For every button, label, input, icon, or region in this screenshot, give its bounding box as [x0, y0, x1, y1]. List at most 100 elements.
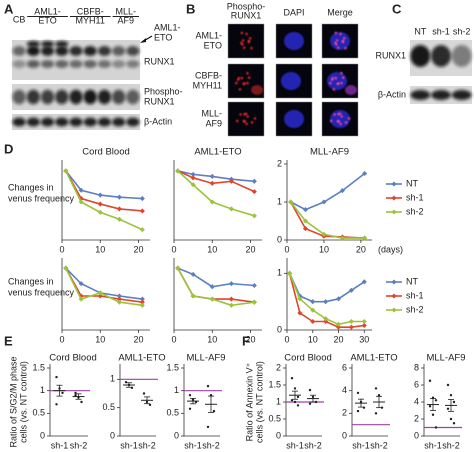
data-point	[428, 379, 432, 382]
lane-label: MYH11	[76, 15, 105, 25]
lane-label: AML1-	[34, 6, 61, 16]
axis	[173, 160, 262, 241]
data-point	[297, 296, 303, 302]
x-tick-label: sh-2	[138, 440, 156, 450]
blot-band	[40, 89, 55, 105]
x-tick-label: 10	[319, 244, 329, 254]
y-tick-label: 1	[277, 196, 282, 206]
y-tick-label: 2	[277, 158, 282, 168]
data-point	[188, 394, 192, 397]
series-line	[177, 267, 255, 288]
y-tick-label: 0	[276, 430, 281, 440]
data-point	[116, 299, 122, 305]
stain-dot	[336, 82, 339, 86]
y-tick-label: 1	[276, 396, 281, 406]
data-point	[139, 227, 145, 233]
blot-band	[55, 89, 69, 105]
stain-dot	[334, 77, 338, 80]
stain-dot	[244, 112, 248, 116]
data-point	[97, 209, 103, 215]
data-point	[293, 387, 297, 390]
band-label: RUNX1	[375, 50, 406, 60]
y-tick-label: 8	[414, 362, 419, 372]
data-point	[97, 192, 103, 198]
data-point	[335, 321, 342, 327]
row-label: MYH11	[193, 80, 222, 90]
data-point	[78, 296, 84, 302]
legend-label: NT	[406, 276, 418, 286]
stain-dot	[344, 46, 347, 50]
x-tick-label: sh-2	[442, 440, 460, 450]
y-tick-label: 0.5	[268, 413, 281, 423]
blot-band	[69, 60, 83, 68]
second-cell	[345, 85, 357, 95]
data-point	[175, 265, 181, 271]
data-point	[339, 235, 345, 241]
blot-band	[431, 90, 451, 100]
x-tick-label: 20	[134, 334, 144, 344]
stain-dot	[343, 37, 346, 40]
data-point	[251, 282, 257, 289]
stain-dot	[347, 117, 351, 120]
data-point	[308, 402, 312, 405]
data-point	[116, 206, 122, 212]
data-point	[190, 182, 196, 188]
stain-dot	[245, 122, 248, 126]
y-tick-label: 2	[414, 413, 419, 423]
stain-dot	[336, 119, 340, 123]
data-point	[431, 413, 435, 416]
x-tick-label: 0	[59, 334, 64, 344]
blot-band	[26, 89, 41, 105]
x-tick-label: 20	[334, 334, 344, 344]
data-point	[446, 407, 450, 410]
data-point	[434, 399, 438, 402]
stain-dot	[335, 39, 339, 42]
y-tick-label: 1	[110, 374, 115, 384]
blot-band	[451, 45, 472, 67]
x-tick-label: 10	[95, 244, 105, 254]
y-tick-label: 1.5	[32, 362, 45, 372]
data-point	[212, 409, 216, 413]
chart-title: AML1-ETO	[118, 353, 165, 364]
axis	[423, 364, 460, 437]
y-tick-label: 6	[342, 362, 347, 372]
blot-band	[97, 89, 112, 105]
blot-band	[111, 89, 126, 105]
data-point	[251, 299, 257, 305]
x-tick-label: 10	[207, 334, 217, 344]
data-point	[139, 208, 145, 214]
data-point	[175, 168, 181, 174]
nucleus	[330, 110, 350, 128]
data-point	[228, 302, 234, 308]
data-point	[209, 284, 215, 290]
panel-label: D	[4, 141, 13, 156]
arrow-label: ETO	[154, 32, 172, 42]
stain-dot	[332, 88, 336, 91]
stain-dot	[339, 32, 342, 36]
blot-band	[55, 41, 69, 47]
chart-title: MLL-AF9	[310, 147, 349, 158]
data-point	[290, 399, 294, 402]
y-axis-label: cells (vs. NT control)	[18, 361, 28, 443]
x-tick-label: sh-1	[51, 440, 69, 450]
y-tick-label: 0	[277, 234, 282, 244]
stain-dot	[242, 119, 246, 123]
stain-dot	[240, 31, 244, 35]
series-line	[65, 170, 143, 212]
stain-dot	[340, 71, 343, 75]
stain-dot	[333, 113, 336, 116]
blot-band	[40, 117, 55, 127]
row-label: ETO	[204, 40, 222, 50]
x-tick-label: 0	[284, 244, 289, 254]
data-point	[97, 201, 103, 207]
y-tick-label: 4	[414, 396, 419, 406]
blot-band	[69, 117, 83, 127]
stain-dot	[334, 41, 337, 45]
x-tick-label: 10	[308, 334, 318, 344]
data-point	[55, 375, 58, 379]
y-tick-label: 2	[342, 408, 347, 418]
x-tick-label: sh-1	[120, 440, 138, 450]
data-point	[80, 400, 83, 404]
legend-label: sh-1	[406, 192, 424, 202]
data-point	[452, 400, 456, 404]
